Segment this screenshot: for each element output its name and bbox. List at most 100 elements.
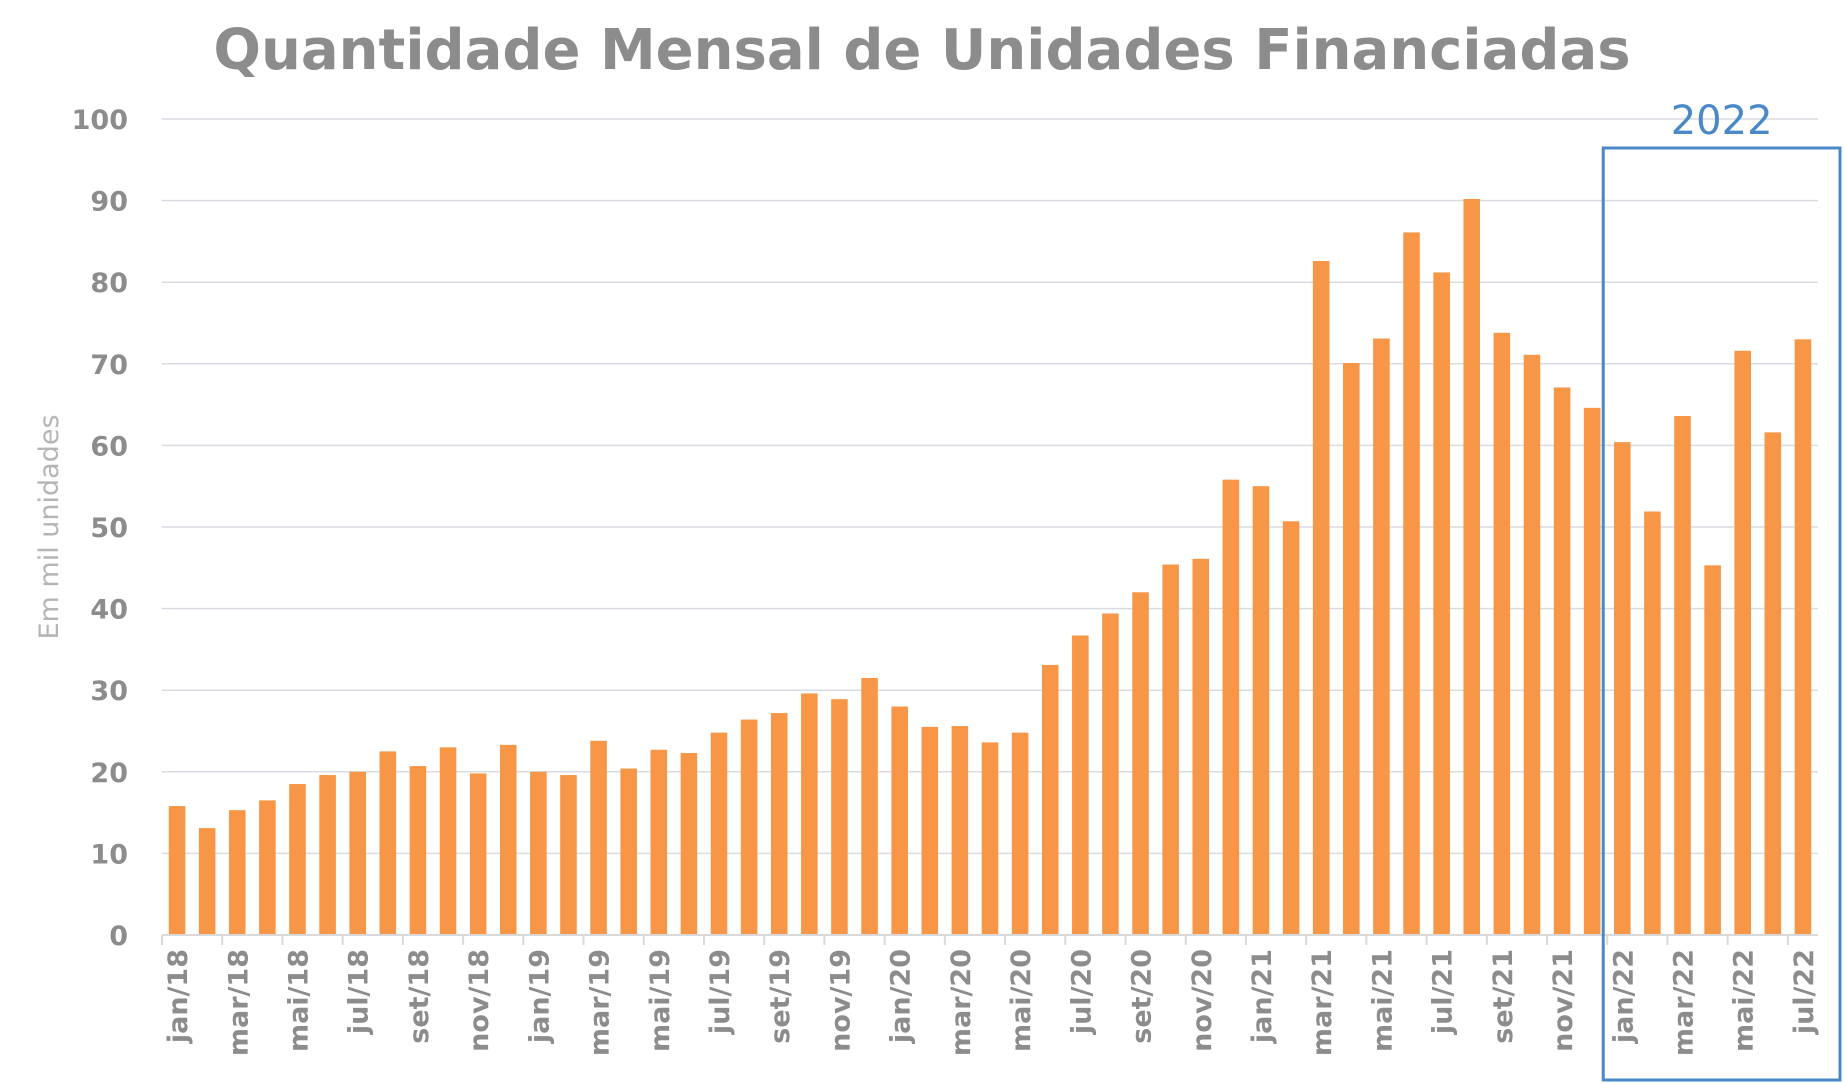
- y-tick-label: 100: [72, 105, 128, 136]
- bar-abr-21: [1343, 362, 1360, 935]
- bar-set-18: [409, 766, 427, 935]
- bar-mai-21: [1373, 338, 1390, 935]
- bar-nov-21: [1553, 387, 1571, 935]
- bar-dez-21: [1583, 407, 1601, 935]
- bar-ago-21: [1463, 198, 1481, 935]
- bar-out-20: [1162, 564, 1179, 935]
- bar-out-18: [439, 747, 457, 935]
- bar-fev-19: [560, 775, 577, 935]
- x-tick-label: jul/18: [344, 949, 375, 1035]
- x-tick-label: mar/19: [585, 949, 616, 1056]
- chart-title: Quantidade Mensal de Unidades Financiada…: [213, 18, 1631, 83]
- y-tick-label: 60: [90, 431, 128, 462]
- bar-set-19: [770, 713, 788, 935]
- bar-dez-18: [499, 744, 517, 935]
- x-tick-label: jul/19: [705, 949, 736, 1035]
- x-tick-label: mar/22: [1669, 949, 1700, 1056]
- bar-abr-18: [259, 800, 276, 935]
- bar-fev-21: [1282, 521, 1300, 935]
- y-tick-label: 50: [90, 513, 128, 544]
- x-tick-label: mai/21: [1367, 949, 1398, 1052]
- x-tick-label: jan/21: [1247, 949, 1278, 1044]
- x-tick-label: mar/21: [1307, 949, 1338, 1056]
- bar-set-20: [1132, 592, 1149, 935]
- y-tick-label: 10: [90, 839, 128, 870]
- bar-out-19: [801, 693, 818, 935]
- x-tick-label: nov/20: [1187, 949, 1218, 1052]
- x-tick-label: mai/22: [1729, 949, 1760, 1052]
- bar-out-21: [1523, 354, 1541, 936]
- y-tick-label: 20: [90, 758, 128, 789]
- bar-jan-18: [168, 806, 186, 935]
- bar-mai-18: [289, 784, 306, 935]
- bar-abr-20: [981, 742, 999, 935]
- x-tick-label: nov/21: [1548, 949, 1579, 1052]
- bar-jul-19: [710, 732, 728, 935]
- bar-mar-19: [590, 740, 607, 935]
- x-tick-label: jul/22: [1789, 949, 1820, 1035]
- bar-jan-21: [1252, 486, 1270, 935]
- bar-mai-19: [650, 749, 668, 935]
- x-tick-label: set/18: [404, 949, 435, 1044]
- bar-abr-22: [1704, 565, 1721, 935]
- x-tick-label: mai/19: [645, 949, 676, 1052]
- bar-mai-22: [1734, 350, 1752, 935]
- x-tick-label: mai/20: [1006, 949, 1037, 1052]
- x-tick-label: set/21: [1488, 949, 1519, 1044]
- x-axis-ticks: [161, 935, 1789, 945]
- x-axis-tick-labels: jan/18 mar/18 mai/18 jul/18 set/18 nov/18 jan/…: [163, 949, 1820, 1056]
- bar-jun-18: [319, 775, 336, 935]
- x-tick-label: jan/22: [1608, 949, 1639, 1044]
- bar-set-21: [1493, 332, 1511, 935]
- bar-jun-19: [680, 753, 698, 935]
- x-tick-label: jan/18: [163, 949, 194, 1044]
- x-tick-label: mar/18: [223, 949, 254, 1056]
- highlight-box-2022: [1601, 146, 1842, 1082]
- x-tick-label: jul/21: [1428, 949, 1459, 1035]
- bar-jul-20: [1072, 635, 1089, 935]
- bar-ago-20: [1102, 613, 1119, 935]
- bars: [168, 198, 1812, 936]
- bar-dez-19: [861, 677, 878, 935]
- y-tick-label: 80: [90, 268, 128, 299]
- x-tick-label: set/20: [1127, 949, 1158, 1044]
- y-tick-label: 0: [109, 921, 128, 952]
- bar-fev-18: [198, 828, 216, 935]
- y-tick-label: 70: [90, 350, 128, 381]
- bar-jan-20: [891, 706, 908, 935]
- bar-jun-22: [1764, 432, 1782, 935]
- bar-nov-20: [1192, 558, 1210, 935]
- x-tick-label: mai/18: [283, 949, 314, 1052]
- bar-dez-20: [1222, 479, 1240, 935]
- x-tick-label: nov/18: [464, 949, 495, 1052]
- bar-ago-18: [379, 751, 397, 935]
- x-tick-label: jan/20: [886, 949, 917, 1044]
- bar-nov-19: [831, 699, 848, 935]
- bar-jan-19: [530, 771, 547, 935]
- x-tick-label: jul/20: [1066, 949, 1097, 1035]
- bar-jun-21: [1403, 232, 1420, 935]
- bar-jul-22: [1794, 339, 1812, 935]
- y-tick-label: 30: [90, 676, 128, 707]
- x-tick-label: jan/19: [524, 949, 555, 1044]
- bar-jul-21: [1433, 272, 1450, 936]
- bar-nov-18: [469, 773, 487, 935]
- y-tick-label: 90: [90, 187, 128, 218]
- bar-fev-22: [1644, 511, 1661, 935]
- bar-jul-18: [349, 771, 366, 935]
- bar-mar-18: [228, 810, 246, 935]
- bar-mar-21: [1312, 260, 1330, 935]
- x-tick-label: set/19: [765, 949, 796, 1044]
- bar-fev-20: [921, 726, 939, 935]
- bar-jun-20: [1041, 664, 1059, 935]
- bar-abr-19: [620, 768, 637, 935]
- y-axis-label: Em mil unidades: [34, 414, 65, 639]
- highlight-label: 2022: [1671, 98, 1773, 144]
- bar-jan-22: [1614, 442, 1631, 935]
- bar-mar-22: [1674, 416, 1691, 935]
- y-axis-ticks: 0 10 20 30 40 50 60 70 80 90 100: [72, 105, 128, 952]
- x-tick-label: nov/19: [825, 949, 856, 1052]
- bar-ago-19: [740, 719, 758, 935]
- bar-mar-20: [951, 726, 969, 935]
